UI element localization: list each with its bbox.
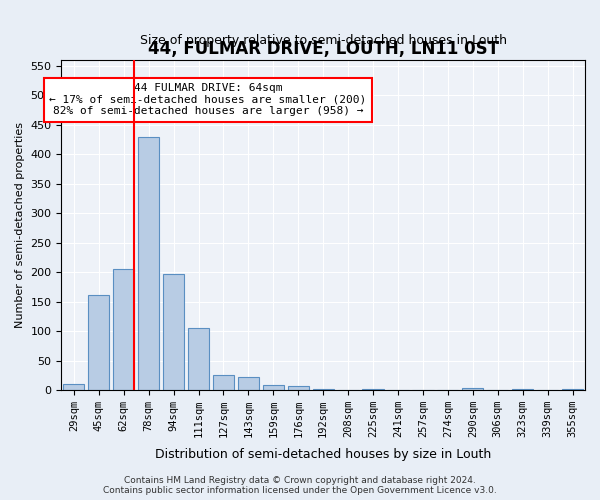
Bar bbox=[138, 136, 159, 390]
Text: Size of property relative to semi-detached houses in Louth: Size of property relative to semi-detach… bbox=[140, 34, 507, 47]
Bar bbox=[562, 389, 583, 390]
Bar bbox=[362, 389, 383, 390]
Bar bbox=[263, 386, 284, 390]
Bar bbox=[88, 294, 109, 390]
Bar bbox=[512, 389, 533, 390]
Text: Contains HM Land Registry data © Crown copyright and database right 2024.
Contai: Contains HM Land Registry data © Crown c… bbox=[103, 476, 497, 495]
Y-axis label: Number of semi-detached properties: Number of semi-detached properties bbox=[15, 122, 25, 328]
Bar bbox=[113, 269, 134, 390]
Bar bbox=[213, 376, 234, 390]
Bar bbox=[462, 388, 484, 390]
Bar bbox=[238, 377, 259, 390]
Title: 44, FULMAR DRIVE, LOUTH, LN11 0ST: 44, FULMAR DRIVE, LOUTH, LN11 0ST bbox=[148, 40, 499, 58]
Bar bbox=[313, 389, 334, 390]
X-axis label: Distribution of semi-detached houses by size in Louth: Distribution of semi-detached houses by … bbox=[155, 448, 491, 462]
Bar bbox=[188, 328, 209, 390]
Bar bbox=[163, 274, 184, 390]
Bar bbox=[287, 386, 309, 390]
Bar bbox=[63, 384, 85, 390]
Text: 44 FULMAR DRIVE: 64sqm
← 17% of semi-detached houses are smaller (200)
82% of se: 44 FULMAR DRIVE: 64sqm ← 17% of semi-det… bbox=[49, 83, 367, 116]
